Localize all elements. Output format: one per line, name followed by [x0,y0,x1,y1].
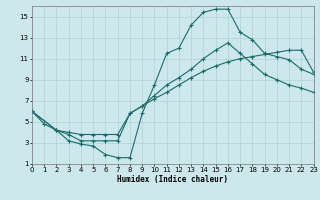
X-axis label: Humidex (Indice chaleur): Humidex (Indice chaleur) [117,175,228,184]
